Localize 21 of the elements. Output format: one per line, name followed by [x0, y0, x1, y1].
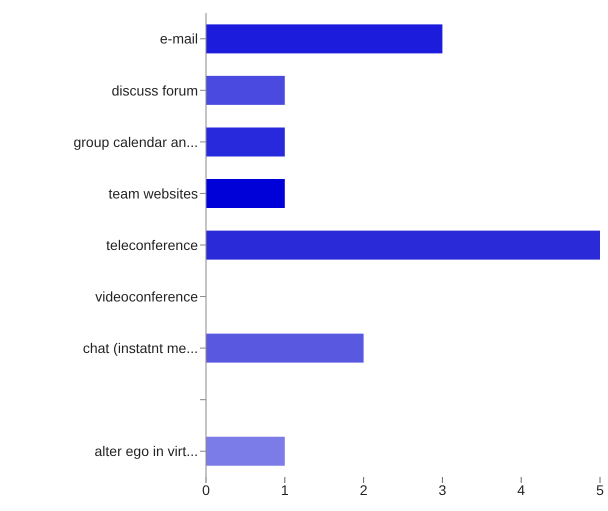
x-tick-label: 2 — [360, 482, 368, 498]
y-tick-label: team websites — [108, 185, 198, 202]
bar — [206, 334, 364, 363]
bar — [206, 127, 285, 156]
x-tick-label: 4 — [517, 482, 526, 498]
y-tick-label: chat (instatnt me... — [82, 340, 198, 356]
y-tick-label: videoconference — [95, 288, 198, 305]
bar — [206, 24, 442, 54]
x-tick-label: 0 — [202, 482, 210, 498]
y-tick-label: e-mail — [160, 30, 198, 47]
bar — [206, 230, 600, 260]
x-tick-label: 1 — [280, 482, 289, 498]
y-tick-label: group calendar an... — [73, 134, 198, 150]
bar — [206, 179, 285, 208]
y-tick-label: teleconference — [106, 236, 198, 253]
y-tick-label: alter ego in virt... — [94, 443, 198, 460]
y-tick-label: discuss forum — [112, 82, 198, 98]
bar — [206, 76, 285, 105]
x-tick-label: 3 — [438, 482, 446, 498]
x-tick-label: 5 — [596, 482, 604, 498]
bar — [206, 436, 285, 466]
